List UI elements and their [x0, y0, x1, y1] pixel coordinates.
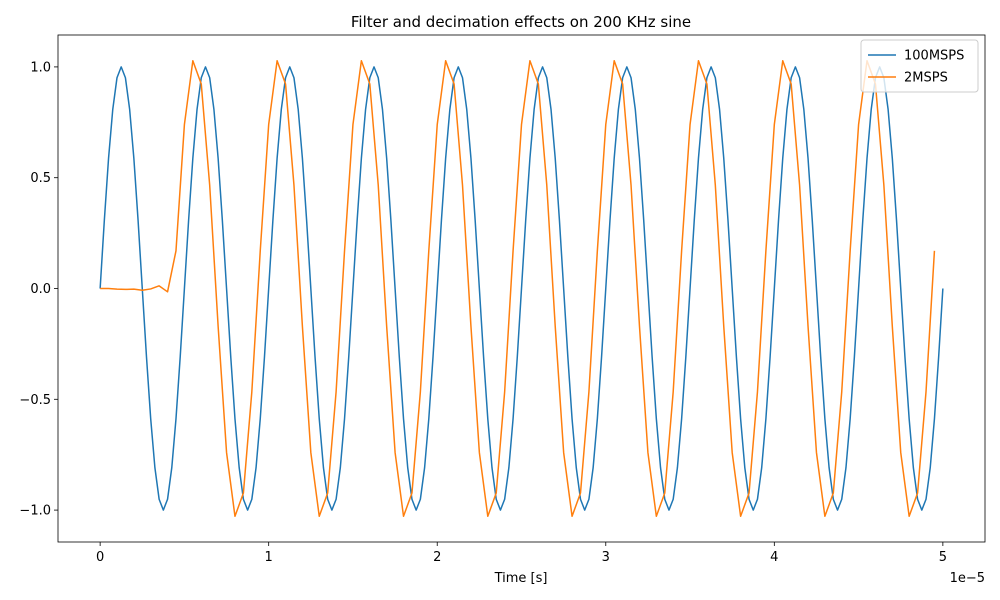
x-tick-label: 1	[265, 550, 273, 565]
series-line	[100, 59, 936, 518]
y-tick-label: 0.5	[30, 171, 51, 186]
y-tick-label: −0.5	[19, 393, 51, 408]
y-tick-label: −1.0	[19, 504, 51, 519]
legend-label: 100MSPS	[904, 49, 964, 64]
legend-label: 2MSPS	[904, 71, 948, 86]
y-tick-label: 1.0	[30, 60, 51, 75]
x-tick-label: 0	[96, 550, 104, 565]
plot-frame	[57, 34, 986, 543]
legend-box	[860, 39, 979, 93]
y-tick-label: 0.0	[30, 282, 51, 297]
x-tick-label: 2	[433, 550, 441, 565]
x-axis-label: Time [s]	[494, 571, 548, 586]
x-tick-label: 3	[602, 550, 610, 565]
series-line	[99, 66, 944, 511]
x-offset-label: 1e−5	[950, 571, 985, 586]
x-tick-label: 4	[770, 550, 778, 565]
x-tick-label: 5	[939, 550, 947, 565]
chart-title: Filter and decimation effects on 200 KHz…	[351, 13, 691, 31]
